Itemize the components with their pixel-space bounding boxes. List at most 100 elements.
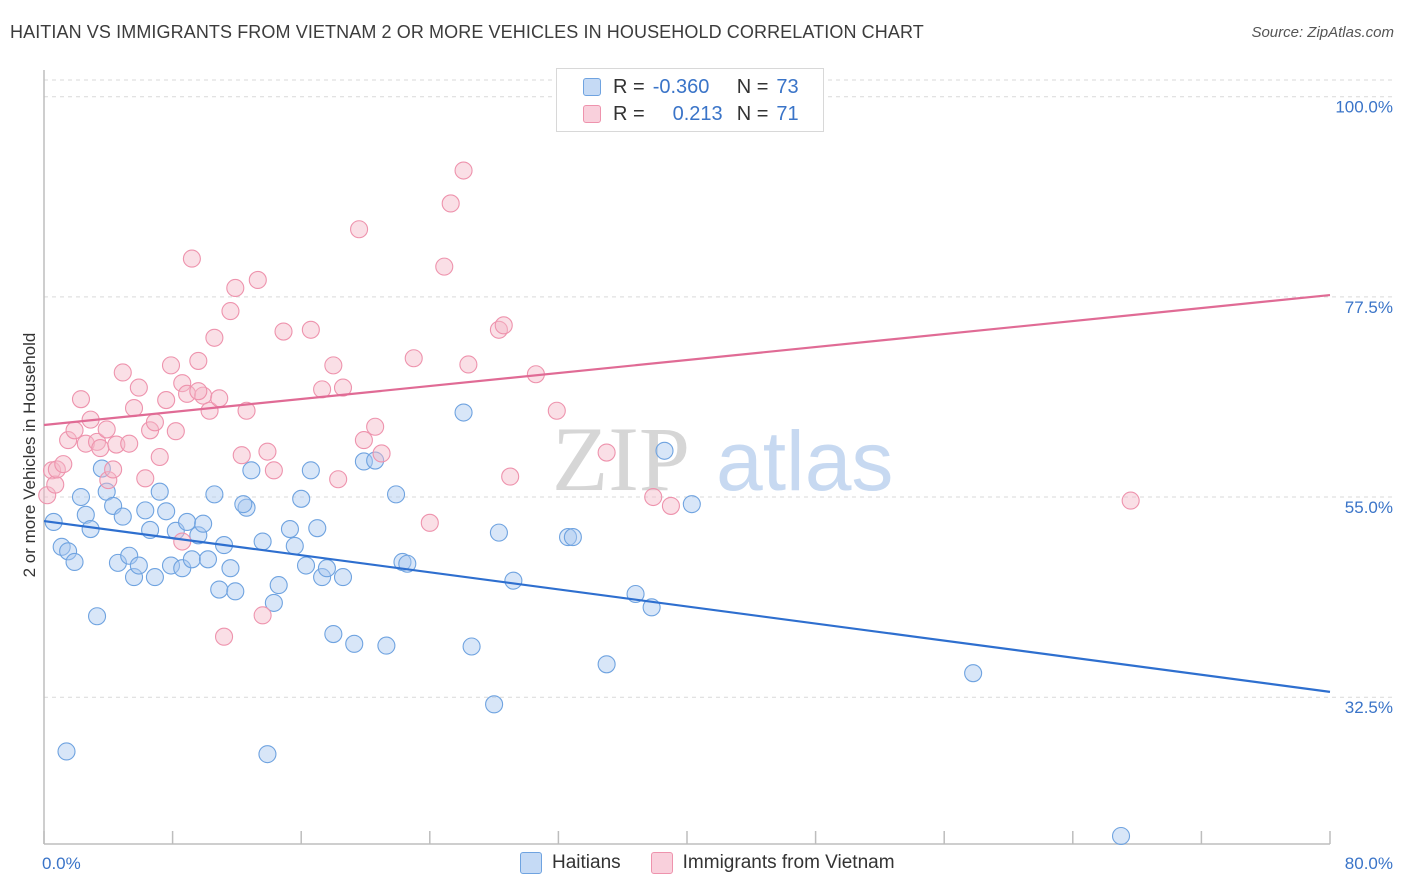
vietnam-point [329, 470, 348, 489]
haitians-point [150, 482, 169, 501]
vietnam-point [150, 447, 169, 467]
vietnam-point [166, 422, 185, 441]
vietnam-point [459, 355, 478, 374]
vietnam-point [274, 322, 293, 341]
haitians-point [71, 487, 91, 507]
vietnam-point [597, 443, 616, 462]
haitians-point [280, 520, 299, 539]
vietnam-point [178, 384, 197, 403]
vietnam-point [354, 431, 373, 450]
vietnam-point [301, 320, 320, 339]
vietnam-point [107, 435, 126, 454]
vietnam-point [366, 417, 385, 436]
haitians-trend-line [43, 519, 1331, 693]
haitians-point [221, 559, 240, 578]
vietnam-point [237, 401, 256, 420]
haitians-point [210, 580, 229, 599]
haitians-point [489, 523, 508, 542]
y-tick-label: 77.5% [1345, 298, 1393, 317]
haitians-point [313, 568, 332, 587]
watermark: ZIP atlas [552, 408, 893, 510]
vietnam-point [494, 316, 513, 335]
legend-n-label: N = [736, 75, 769, 98]
legend-n-label: N = [736, 102, 769, 125]
vietnam-point [189, 351, 208, 370]
haitians-point [504, 571, 523, 590]
haitians-point [136, 501, 155, 520]
vietnam-point [120, 434, 139, 453]
haitians-point [189, 526, 208, 545]
haitians-point [253, 532, 272, 551]
haitians-point [485, 695, 504, 714]
vietnam-point [214, 627, 234, 646]
legend-r-label: R = [613, 102, 645, 125]
haitians-point [242, 461, 261, 480]
haitians-point [234, 495, 253, 514]
correlation-legend: R = -0.360 N = 73 R = 0.213 N = 71 [556, 68, 824, 132]
vietnam-point [161, 356, 181, 375]
vietnam-point [205, 328, 224, 347]
tick-labels: 32.5% 55.0% 77.5% 100.0% 0.0% 80.0% [42, 98, 1393, 873]
vietnam-point [248, 270, 267, 290]
axes [43, 70, 1331, 845]
vietnam-point [350, 220, 369, 239]
haitians-point [108, 553, 127, 572]
vietnam-point [200, 401, 219, 420]
haitians-point [308, 519, 327, 538]
vietnam-point [157, 391, 176, 410]
vietnam-point [71, 390, 91, 409]
haitians-point [124, 568, 144, 587]
haitians-point [113, 507, 132, 526]
vietnam-point [113, 363, 132, 382]
vietnam-point [221, 302, 240, 321]
haitians-point [182, 550, 201, 569]
legend-r-label: R = [613, 75, 645, 98]
haitians-point [462, 637, 481, 656]
vietnam-point [661, 496, 680, 515]
vietnam-point [104, 460, 123, 479]
vietnam-point [97, 420, 116, 439]
haitians-point [285, 536, 304, 556]
vietnam-point [454, 161, 473, 180]
vietnam-point [264, 461, 283, 480]
vietnam-point [65, 421, 84, 440]
haitians-point [682, 495, 701, 514]
haitians-point [317, 559, 336, 578]
haitians-point [324, 624, 343, 644]
source-label: Source: ZipAtlas.com [1251, 24, 1394, 41]
series-legend-swatch-haitians [520, 852, 542, 874]
vietnam-point [189, 382, 208, 401]
haitians-point [301, 461, 320, 480]
haitians-point [129, 556, 148, 575]
haitians-point [205, 485, 224, 504]
haitians-point [226, 582, 245, 601]
vietnam-point [145, 413, 164, 432]
legend-r-value: -0.360 [652, 75, 710, 98]
haitians-point [198, 550, 218, 569]
vietnam-point [372, 444, 391, 463]
vietnam-point [129, 378, 148, 397]
haitians-point [333, 568, 353, 587]
vietnam-point [435, 257, 454, 276]
legend-row-vietnam: R = 0.213 N = 71 [557, 100, 799, 128]
legend-n-value: 71 [776, 102, 799, 125]
haitians-point [65, 552, 84, 572]
haitians-point [366, 451, 385, 470]
haitians-point [292, 489, 311, 508]
haitians-point [157, 502, 176, 521]
y-tick-label: 55.0% [1345, 498, 1393, 517]
legend-swatch-haitians [583, 78, 601, 96]
x-tick-label: 80.0% [1345, 854, 1393, 873]
vietnam-point [404, 349, 423, 368]
haitians-point [386, 485, 406, 504]
vietnam-point [232, 446, 251, 465]
vietnam-point [333, 378, 353, 397]
haitians-point [120, 546, 139, 565]
vietnam-point [136, 469, 155, 488]
vietnam-point [46, 475, 65, 494]
y-tick-label: 100.0% [1335, 98, 1393, 117]
vietnam-point [210, 389, 229, 408]
haitians-point [258, 745, 277, 764]
legend-n-value: 73 [776, 75, 799, 98]
chart-title: HAITIAN VS IMMIGRANTS FROM VIETNAM 2 OR … [10, 22, 924, 42]
